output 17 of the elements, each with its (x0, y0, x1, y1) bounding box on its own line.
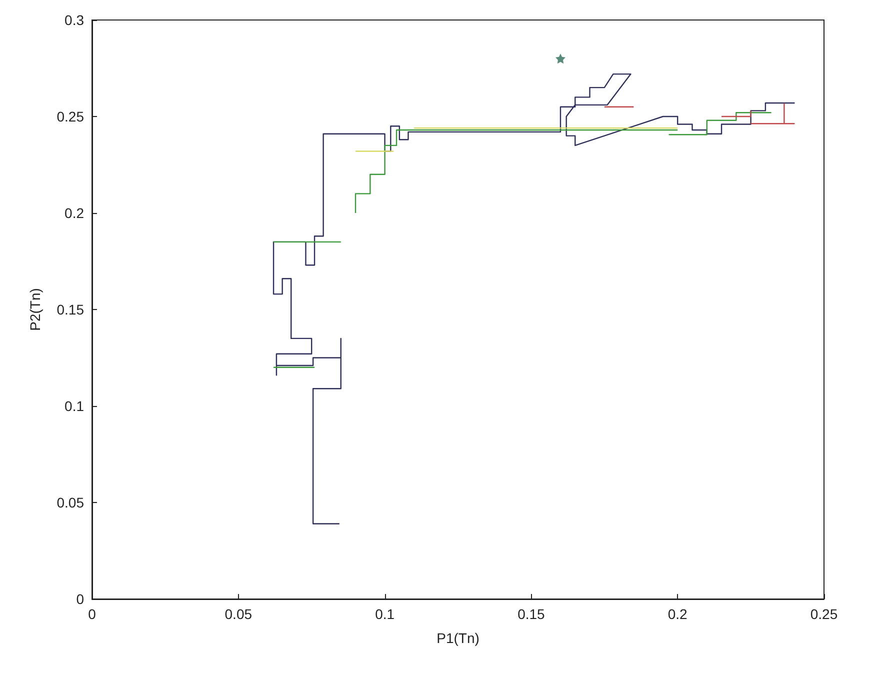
y-tick-label: 0.2 (64, 205, 84, 221)
y-axis-title: P2(Tn) (27, 288, 43, 331)
line-series (272, 73, 796, 524)
y-tick-label: 0.25 (56, 108, 84, 124)
line-series (354, 129, 678, 214)
y-tick-label: 0.3 (64, 12, 84, 28)
x-tick-label: 0.2 (668, 606, 688, 622)
x-tick-label: 0 (88, 606, 96, 622)
y-tick-label: 0.15 (56, 302, 84, 318)
y-tick-label: 0 (76, 591, 84, 607)
x-tick-label: 0.15 (518, 606, 546, 622)
x-tick-label: 0.25 (810, 606, 838, 622)
x-tick-label: 0.05 (224, 606, 252, 622)
y-tick-label: 0.05 (56, 494, 84, 510)
y-tick-label: 0.1 (64, 398, 84, 414)
x-axis-title: P1(Tn) (436, 630, 480, 646)
x-tick-label: 0.1 (375, 606, 395, 622)
